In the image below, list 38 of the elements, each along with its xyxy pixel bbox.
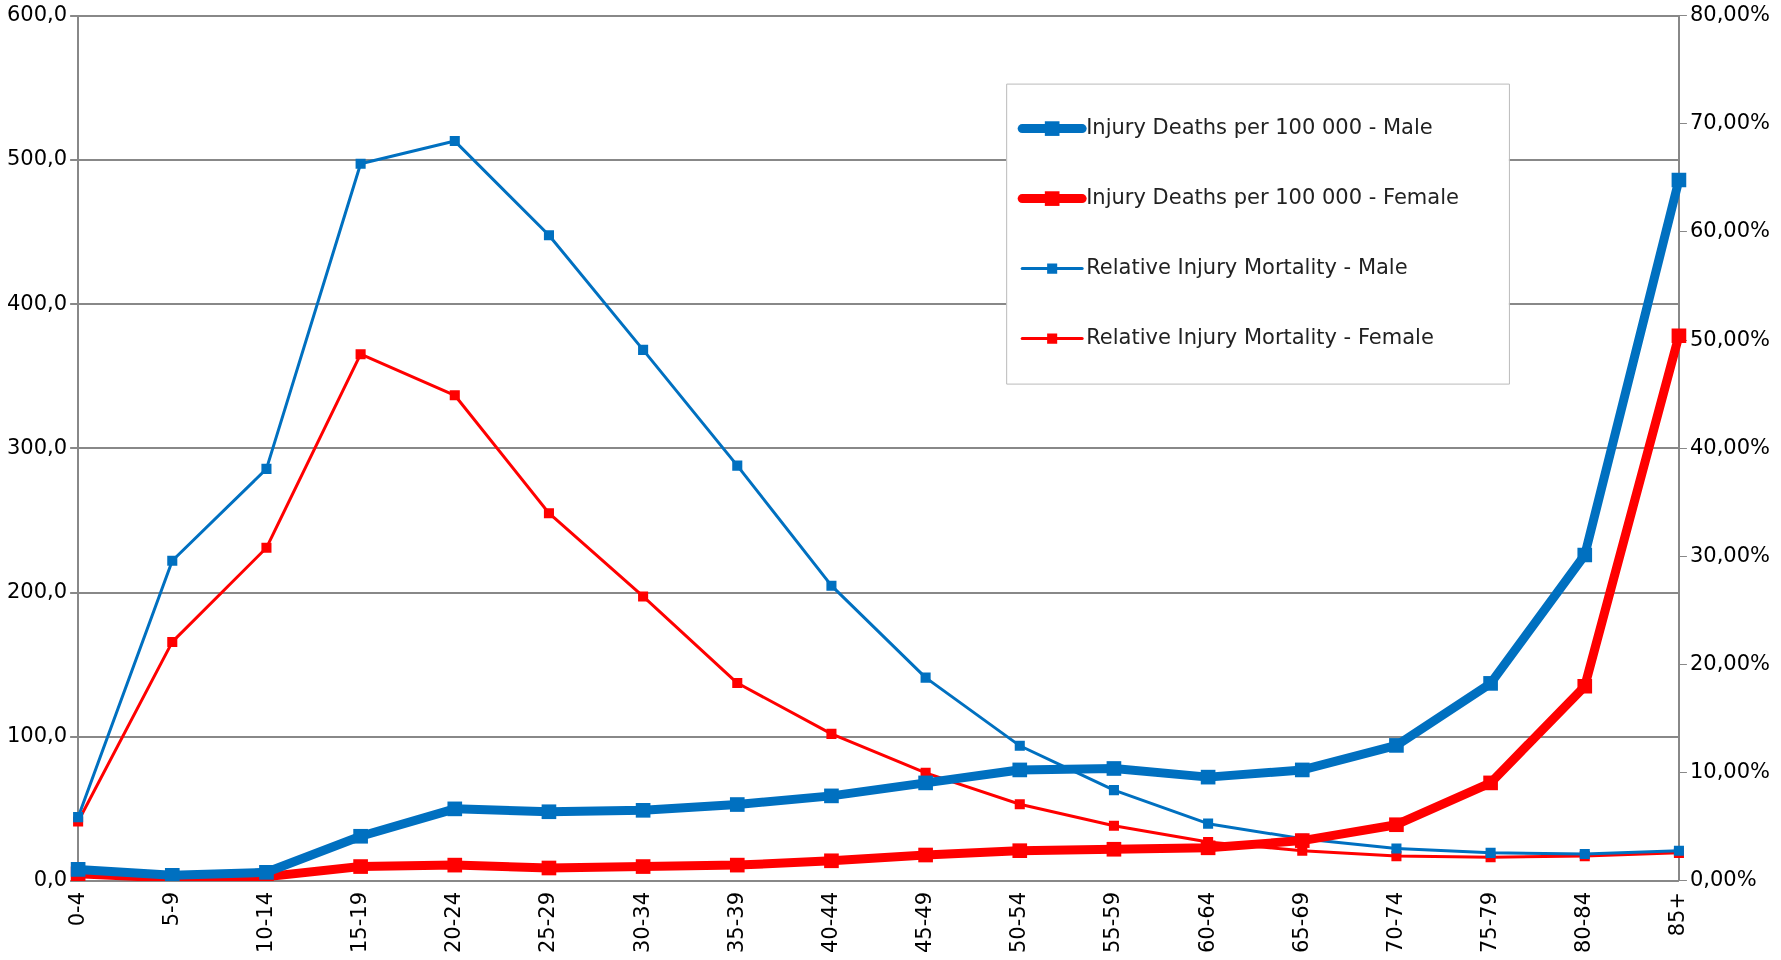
legend-label: Relative Injury Mortality - Male bbox=[1086, 255, 1408, 280]
x-tick-label: 35-39 bbox=[723, 891, 748, 954]
x-tick-label: 10-14 bbox=[252, 891, 277, 954]
y2-tick-label: 70,00% bbox=[1689, 110, 1771, 135]
y2-tick-label: 80,00% bbox=[1689, 2, 1771, 27]
y2-tick-label: 10,00% bbox=[1689, 759, 1771, 784]
x-tick-label: 20-24 bbox=[441, 891, 466, 954]
x-tick-label: 15-19 bbox=[347, 891, 372, 954]
y-tick-label: 400,0 bbox=[6, 290, 68, 315]
legend-label: Injury Deaths per 100 000 - Female bbox=[1086, 185, 1459, 210]
y2-tick-label: 40,00% bbox=[1689, 434, 1771, 459]
x-tick-label: 0-4 bbox=[64, 891, 89, 927]
y2-tick-label: 0,00% bbox=[1689, 867, 1757, 892]
x-tick-label: 70-74 bbox=[1382, 891, 1407, 954]
x-tick-label: 65-69 bbox=[1288, 891, 1313, 954]
x-tick-label: 30-34 bbox=[629, 891, 654, 954]
y2-tick-label: 50,00% bbox=[1689, 326, 1771, 351]
y2-tick-label: 60,00% bbox=[1689, 218, 1771, 243]
x-tick-label: 50-54 bbox=[1006, 891, 1031, 954]
y-tick-label: 100,0 bbox=[6, 723, 68, 748]
legend-label: Relative Injury Mortality - Female bbox=[1086, 325, 1434, 350]
x-tick-label: 25-29 bbox=[535, 891, 560, 954]
y-tick-label: 0,0 bbox=[33, 867, 68, 892]
x-tick-label: 75-79 bbox=[1477, 891, 1502, 954]
x-tick-label: 85+ bbox=[1665, 891, 1690, 937]
y-tick-label: 600,0 bbox=[6, 2, 68, 27]
x-tick-label: 80-84 bbox=[1571, 891, 1596, 954]
legend-label: Injury Deaths per 100 000 - Male bbox=[1086, 115, 1433, 140]
x-tick-label: 45-49 bbox=[912, 891, 937, 954]
x-tick-label: 55-59 bbox=[1100, 891, 1125, 954]
y-tick-label: 300,0 bbox=[6, 434, 68, 459]
y-tick-label: 500,0 bbox=[6, 146, 68, 171]
x-tick-label: 5-9 bbox=[158, 891, 183, 927]
y2-tick-label: 30,00% bbox=[1689, 542, 1771, 567]
y2-tick-label: 20,00% bbox=[1689, 651, 1771, 676]
x-tick-label: 40-44 bbox=[817, 891, 842, 954]
y-tick-label: 200,0 bbox=[6, 578, 68, 603]
x-tick-label: 60-64 bbox=[1194, 891, 1219, 954]
